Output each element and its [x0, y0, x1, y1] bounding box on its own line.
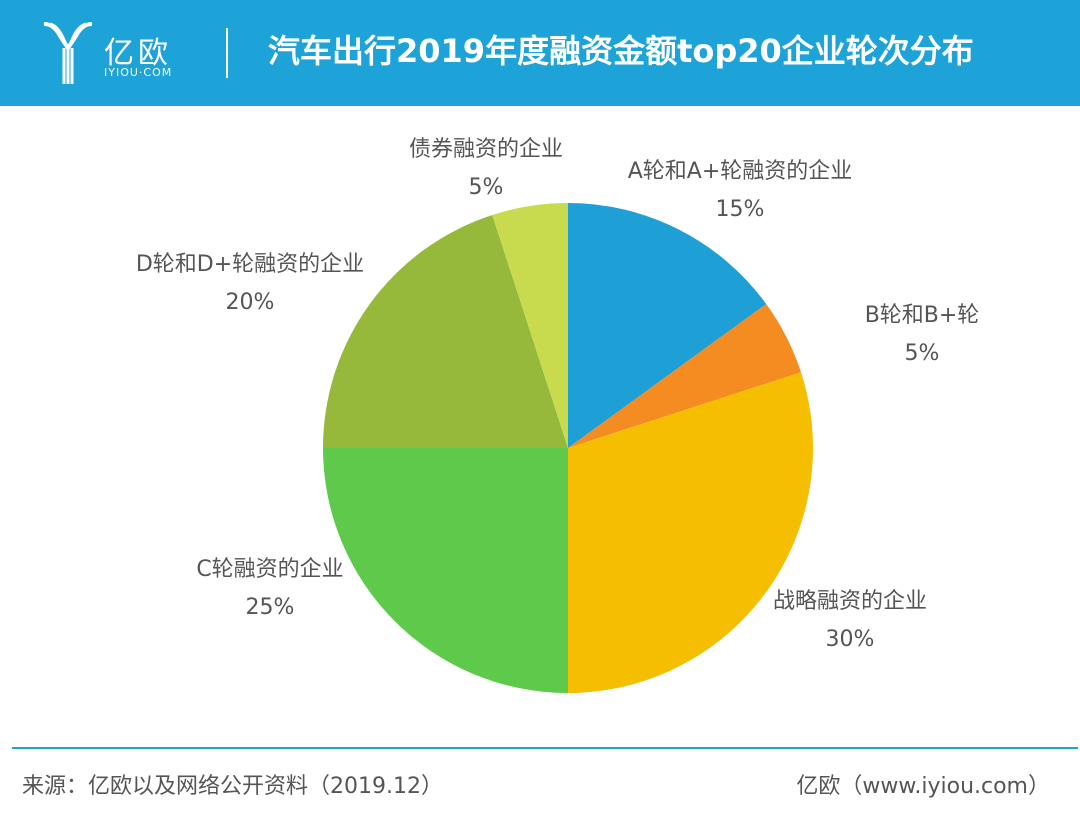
- slice-label-2: 战略融资的企业: [773, 589, 927, 614]
- logo-text-cn: 亿欧: [104, 36, 172, 71]
- pie-slices: [323, 203, 813, 693]
- slice-label-0: A轮和A+轮融资的企业: [628, 159, 853, 184]
- pie-slice-0: [568, 203, 767, 448]
- slice-label-1: B轮和B+轮: [865, 303, 980, 328]
- footer-divider: [12, 747, 1078, 749]
- header-divider: [226, 28, 228, 78]
- pie-slice-3: [323, 448, 568, 693]
- pie-chart: A轮和A+轮融资的企业 15% B轮和B+轮 5% 战略融资的企业 30% C轮融资的企业 2…: [136, 137, 979, 693]
- pie-labels: A轮和A+轮融资的企业 15% B轮和B+轮 5% 战略融资的企业 30% C轮融资的企业 2…: [136, 137, 979, 652]
- logo: 亿欧 IYIOU·COM: [40, 18, 210, 88]
- slice-value-4: 20%: [226, 290, 275, 315]
- header-bar: 亿欧 IYIOU·COM 汽车出行2019年度融资金额top20企业轮次分布: [0, 0, 1080, 106]
- logo-text-en: IYIOU·COM: [104, 66, 173, 79]
- pie-slice-2: [568, 372, 813, 693]
- slice-value-3: 25%: [246, 595, 295, 620]
- slice-value-0: 15%: [716, 197, 765, 222]
- chart-title: 汽车出行2019年度融资金额top20企业轮次分布: [268, 32, 974, 70]
- logo-y-icon: [43, 22, 93, 84]
- slice-value-2: 30%: [826, 627, 875, 652]
- source-note: 来源：亿欧以及网络公开资料（2019.12）: [22, 774, 443, 799]
- slice-label-5: 债券融资的企业: [409, 137, 563, 162]
- pie-slice-1: [568, 303, 802, 448]
- pie-slice-5: [492, 203, 568, 448]
- pie-slice-4: [323, 214, 568, 448]
- slice-value-1: 5%: [905, 341, 940, 366]
- slice-label-3: C轮融资的企业: [196, 557, 343, 582]
- slice-value-5: 5%: [469, 175, 504, 200]
- brand-credit: 亿欧（www.iyiou.com）: [796, 774, 1050, 799]
- slice-label-4: D轮和D+轮融资的企业: [136, 252, 364, 277]
